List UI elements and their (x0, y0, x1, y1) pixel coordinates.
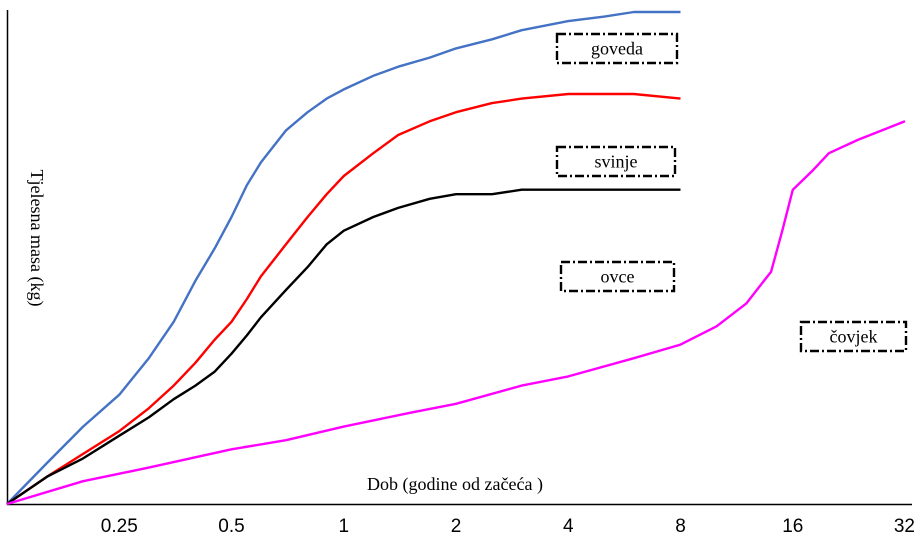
series-line-1 (6, 10, 681, 505)
series-line-3 (6, 188, 681, 505)
x-axis-title: Dob (godine od začeća ) (367, 474, 543, 495)
series-label-box-1 (555, 32, 679, 65)
x-tick-label-6: 8 (675, 516, 686, 537)
series-label-2: svinje (555, 145, 677, 178)
series-label-text-2: svinje (595, 152, 638, 172)
series-label-box-3 (559, 260, 676, 293)
x-tick-label-8: 32 (894, 516, 915, 537)
series-label-box-4 (799, 320, 908, 353)
y-axis-title: Tjelesna masa (kg) (26, 170, 47, 307)
series-label-4: čovjek (799, 320, 908, 353)
series-label-text-3: ovce (601, 267, 635, 287)
series-label-boxes: goveda svinje ovce čovjek (555, 32, 908, 353)
series-layer (6, 10, 906, 506)
series-label-1: goveda (555, 32, 679, 65)
x-tick-label-3: 1 (339, 516, 350, 537)
series-line-4 (6, 120, 906, 506)
x-tick-label-1: 0.25 (101, 516, 138, 537)
x-tick-label-2: 0.5 (218, 516, 244, 537)
series-label-box-2 (555, 145, 677, 178)
series-label-text-4: čovjek (830, 327, 878, 347)
series-line-2 (6, 92, 681, 505)
x-tick-label-4: 2 (451, 516, 462, 537)
x-tick-labels: 0.25 0.5 1 2 4 8 16 32 (101, 516, 915, 537)
series-label-text-1: goveda (591, 39, 643, 59)
x-tick-label-5: 4 (563, 516, 574, 537)
series-label-3: ovce (559, 260, 676, 293)
x-tick-label-7: 16 (782, 516, 803, 537)
